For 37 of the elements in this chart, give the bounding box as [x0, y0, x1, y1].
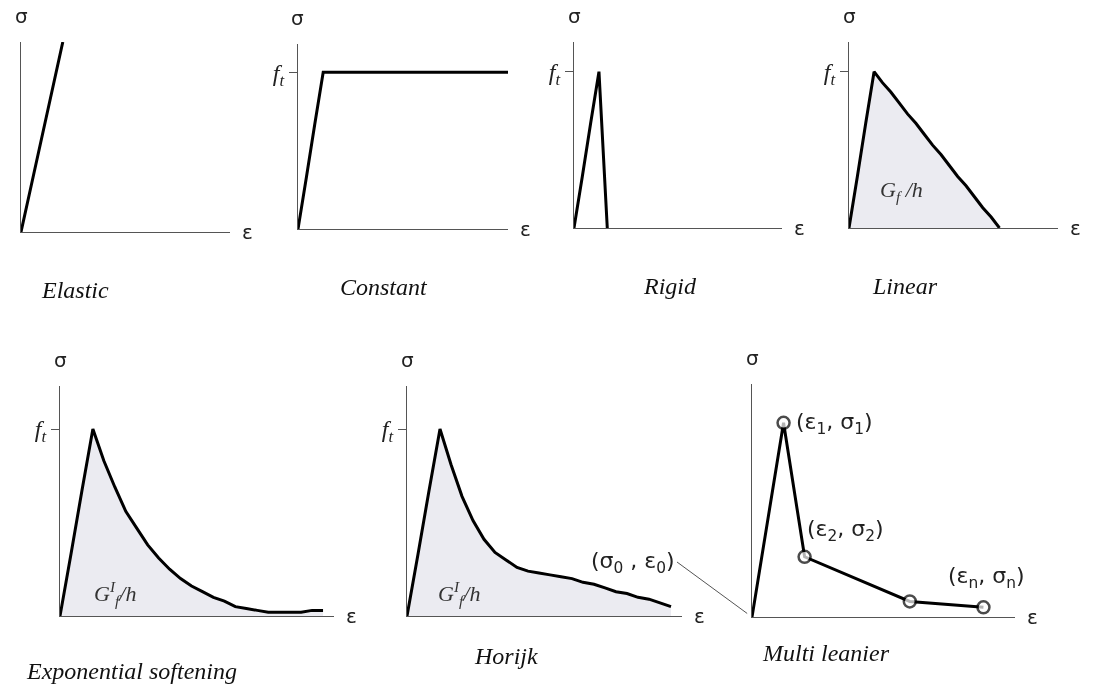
x-axis-title: ε	[694, 604, 705, 628]
annotation: (ε$_{1}$, σ$_{1}$)	[796, 409, 873, 438]
text: f$_{t}$	[34, 416, 47, 447]
point	[776, 415, 791, 431]
y-axis-title: σ	[401, 348, 414, 372]
text: f$_{t}$	[381, 416, 394, 447]
y-axis-title: σ	[54, 348, 67, 372]
y-axis-title: σ	[568, 4, 581, 28]
annotation: G$^{I}$$_{f}$/h	[94, 578, 137, 609]
annotation: G$^{I}$$_{f}$/h	[438, 578, 481, 609]
text: f$_{t}$	[272, 59, 285, 90]
annotation: (ε$_{n}$, σ$_{n}$)	[948, 563, 1025, 592]
x-axis-title: ε	[520, 217, 531, 241]
point	[797, 549, 812, 565]
x-axis-title: ε	[1027, 605, 1038, 629]
text: f$_{t}$	[548, 59, 561, 90]
text: Horijk	[474, 643, 539, 669]
y-axis-title: σ	[746, 346, 759, 370]
x-axis-title: ε	[794, 216, 805, 240]
y-axis-title: σ	[843, 4, 856, 28]
text: f$_{t}$	[823, 59, 836, 90]
y-axis-title: σ	[291, 6, 304, 30]
annotation: G$_{f}$ /h	[880, 177, 923, 205]
annotation: (ε$_{2}$, σ$_{2}$)	[807, 516, 884, 545]
text: Elastic	[41, 277, 109, 303]
text: Multi leanier	[762, 640, 890, 666]
y-axis-title: σ	[15, 4, 28, 28]
text: Linear	[872, 273, 938, 299]
text: Constant	[340, 274, 429, 300]
x-axis-title: ε	[346, 604, 357, 628]
point	[976, 600, 991, 615]
text: Rigid	[643, 273, 697, 299]
point	[902, 594, 918, 609]
annotation: (σ$_{0}$ , ε$_{0}$)	[591, 548, 675, 577]
x-axis-title: ε	[242, 220, 253, 244]
x-axis-title: ε	[1070, 216, 1081, 240]
text: Exponential softening	[26, 658, 237, 684]
